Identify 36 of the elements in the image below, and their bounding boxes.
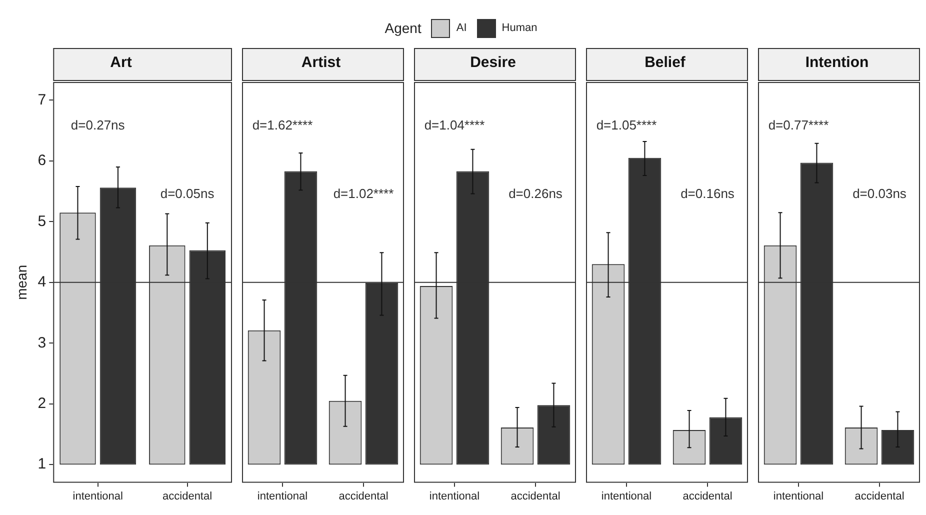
y-tick-label: 1 [38, 456, 46, 473]
annotation: d=0.16ns [680, 186, 735, 201]
annotation: d=1.05**** [596, 118, 657, 133]
y-axis-title: mean [13, 264, 30, 300]
x-tick-label: accidental [510, 490, 560, 502]
annotation: d=0.26ns [508, 186, 563, 201]
x-tick-label: intentional [257, 490, 308, 502]
legend-title: Agent [384, 20, 422, 36]
chart-title: Artist [301, 54, 341, 72]
y-tick-label: 7 [38, 91, 46, 108]
y-tick-label: 6 [38, 152, 46, 170]
annotation: d=1.62**** [252, 118, 313, 133]
chart-title: Desire [470, 54, 516, 72]
annotation: d=1.02**** [333, 186, 394, 201]
x-tick-label: accidental [854, 490, 904, 502]
y-tick-label: 5 [38, 212, 46, 230]
annotation: d=0.03ns [852, 186, 907, 201]
y-tick-label: 3 [38, 334, 46, 352]
annotation: d=0.77**** [768, 118, 829, 133]
chart-title: Art [110, 54, 132, 72]
y-tick-label: 4 [38, 274, 46, 291]
chart-title: Intention [805, 54, 869, 72]
legend-label: Human [502, 22, 538, 34]
x-tick-label: accidental [338, 490, 388, 502]
legend-label: AI [456, 22, 467, 34]
x-tick-label: accidental [162, 490, 212, 502]
x-tick-label: intentional [72, 490, 123, 502]
x-tick-label: intentional [601, 490, 652, 502]
annotation: d=1.04**** [424, 118, 485, 133]
chart-title: Belief [644, 54, 686, 72]
annotation: d=0.27ns [70, 118, 126, 133]
x-tick-label: accidental [682, 490, 732, 502]
annotation: d=0.05ns [160, 186, 215, 201]
x-tick-label: intentional [773, 490, 824, 502]
x-tick-label: intentional [429, 490, 480, 502]
y-tick-label: 2 [38, 394, 46, 412]
